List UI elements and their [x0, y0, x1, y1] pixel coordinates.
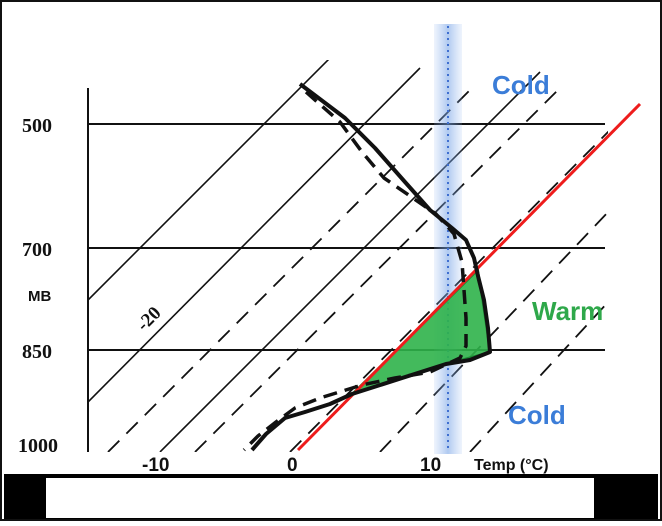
adiabat-line	[289, 130, 608, 452]
pressure-label-1000: 1000	[18, 435, 58, 457]
isotherm-line	[88, 67, 421, 403]
temp-label-10: 10	[420, 455, 441, 476]
temp-axis-title: Temp (°C)	[474, 457, 549, 474]
region-label-upper-cold: Cold	[492, 70, 550, 100]
freezing-line	[296, 102, 642, 452]
pressure-label-850: 850	[22, 341, 52, 363]
isotherm-label: -20	[133, 303, 166, 336]
temperature-profile	[250, 82, 492, 452]
region-label-lower-cold: Cold	[508, 400, 566, 430]
dewpoint-profile	[242, 90, 468, 452]
isotherm-line	[159, 71, 541, 452]
pressure-label-700: 700	[22, 239, 52, 261]
adiabat-lines	[107, 87, 608, 452]
isotherm-lines	[88, 60, 541, 452]
region-label-warm: Warm	[532, 296, 603, 326]
pressure-label-500: 500	[22, 115, 52, 137]
footer-panel	[46, 478, 594, 518]
isotherm-line	[88, 60, 330, 301]
pressure-unit-label: MB	[28, 288, 51, 305]
saturation-column	[434, 24, 462, 454]
temp-label-minus10: -10	[142, 455, 169, 476]
adiabat-line	[107, 89, 471, 452]
pressure-gridlines	[88, 123, 605, 351]
skew-lines	[88, 60, 608, 452]
adiabat-line	[194, 87, 561, 452]
adiabat-line	[469, 300, 608, 452]
temp-label-0: 0	[287, 455, 298, 476]
adiabat-line	[379, 210, 608, 452]
